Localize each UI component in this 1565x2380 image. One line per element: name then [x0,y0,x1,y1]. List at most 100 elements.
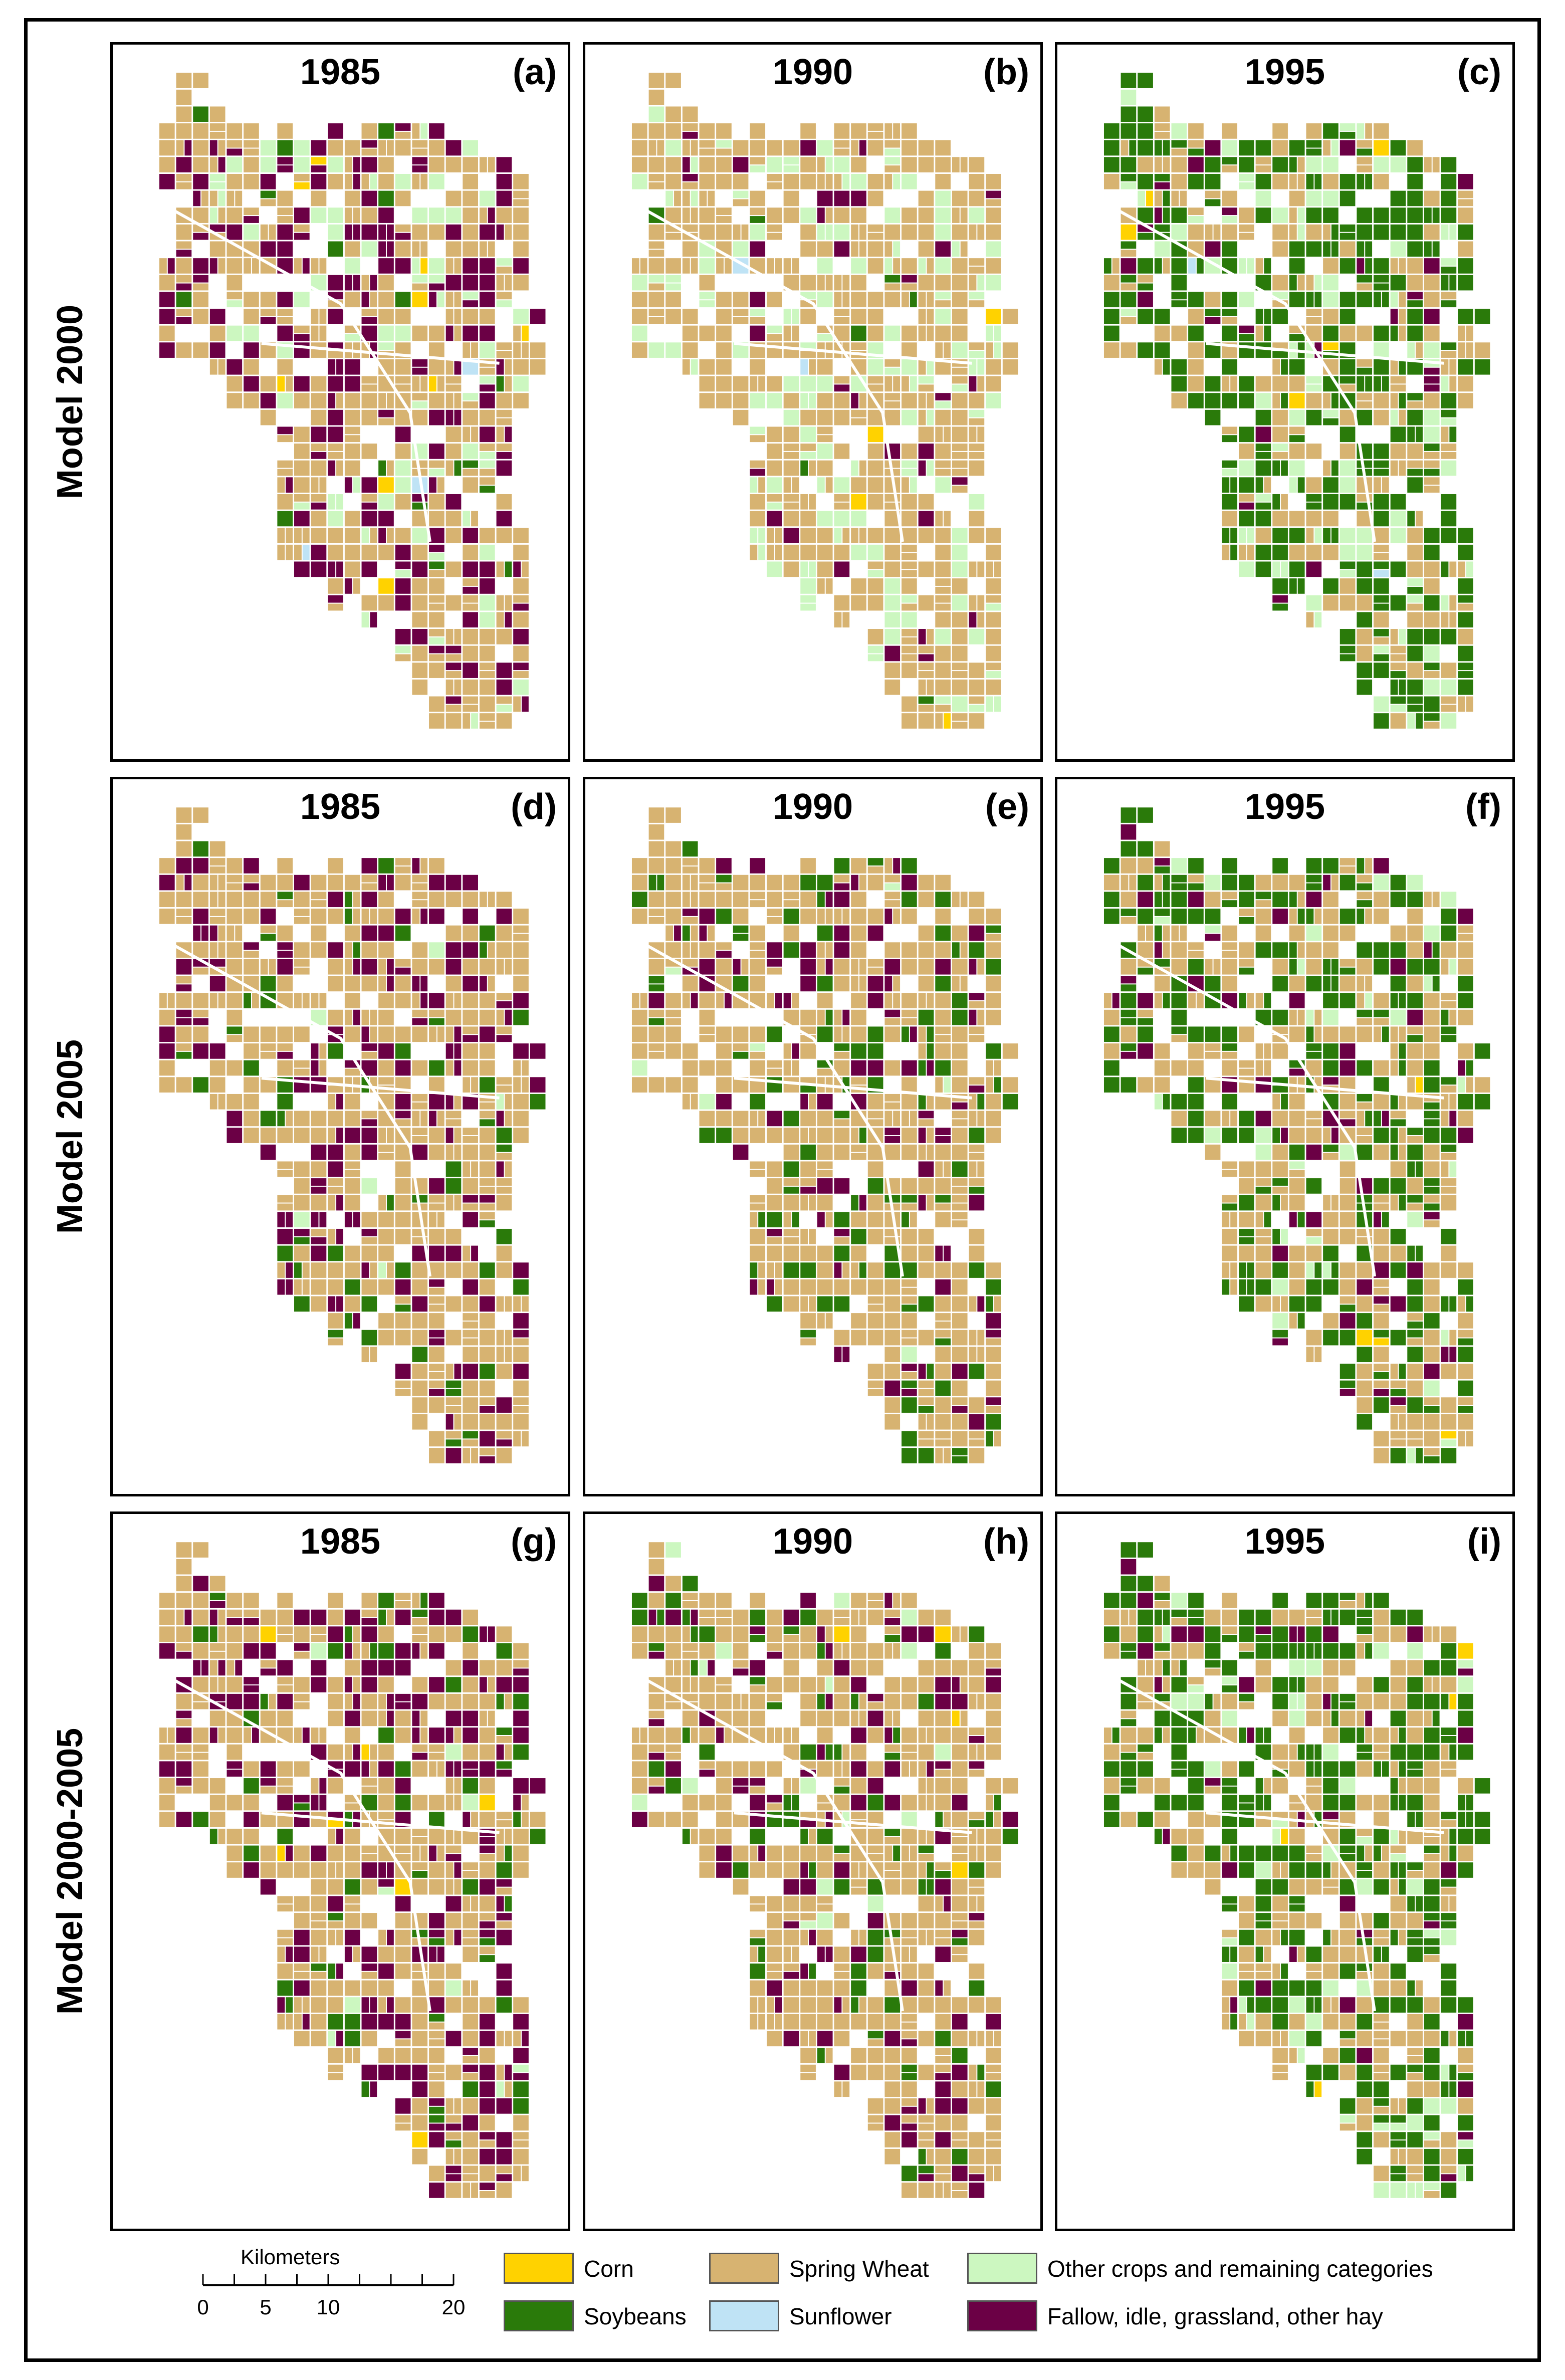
field-spring-wheat [244,1828,259,1844]
field-spring-wheat [361,2031,377,2047]
field-soybeans [1399,679,1406,695]
field-fallow [277,1660,293,1676]
field-spring-wheat [665,73,681,88]
field-spring-wheat [227,1845,243,1861]
field-other-crops [817,224,825,240]
field-fallow [294,1812,310,1827]
field-other-crops [378,1262,386,1278]
field-spring-wheat [344,174,352,189]
field-soybeans [1138,258,1153,274]
field-soybeans [902,1195,917,1203]
field-soybeans [750,1677,766,1685]
field-spring-wheat [867,1389,883,1396]
field-other-crops [1357,123,1365,139]
field-spring-wheat [445,511,462,527]
field-fallow [834,883,850,891]
field-spring-wheat [395,1296,411,1304]
field-spring-wheat [767,1237,782,1244]
field-other-crops [496,258,512,266]
field-spring-wheat [395,858,411,866]
field-spring-wheat [783,207,799,223]
field-soybeans [792,1212,799,1228]
field-spring-wheat [218,140,226,156]
field-spring-wheat [386,140,394,156]
field-spring-wheat [935,1313,951,1321]
field-spring-wheat [699,224,715,240]
field-soybeans [1154,224,1170,232]
field-spring-wheat [834,909,842,924]
field-fallow [783,1609,799,1625]
field-other-crops [884,629,901,644]
field-spring-wheat [716,1609,732,1617]
field-spring-wheat [454,1727,462,1743]
field-spring-wheat [935,409,951,425]
field-spring-wheat [1255,528,1271,543]
field-spring-wheat [884,1414,901,1430]
field-fallow [378,1879,394,1887]
field-spring-wheat [1382,477,1389,493]
field-spring-wheat [294,494,310,502]
field-other-crops [395,645,411,654]
field-fallow [277,1795,293,1811]
field-spring-wheat [783,1677,799,1692]
field-fallow [1205,934,1221,941]
field-spring-wheat [1441,663,1457,678]
field-spring-wheat [952,629,968,644]
field-spring-wheat [960,976,968,992]
field-spring-wheat [902,909,917,924]
field-fallow [1339,1389,1356,1396]
field-spring-wheat [311,393,327,408]
field-spring-wheat [445,1406,462,1413]
field-other-crops [733,241,749,257]
field-spring-wheat [378,959,386,975]
field-spring-wheat [260,309,276,316]
field-spring-wheat [969,460,985,476]
field-spring-wheat [1205,1043,1221,1051]
field-spring-wheat [800,1626,816,1642]
field-spring-wheat [792,993,799,1008]
field-spring-wheat [463,993,478,1008]
field-other-crops [513,2064,529,2072]
field-spring-wheat [395,875,411,891]
field-soybeans [429,1060,444,1076]
field-fallow [1357,1279,1373,1295]
field-spring-wheat [412,2098,428,2114]
field-spring-wheat [935,1397,951,1413]
field-spring-wheat [412,1879,428,1895]
field-spring-wheat [344,1144,360,1160]
field-spring-wheat [842,1026,850,1042]
field-spring-wheat [496,494,512,510]
field-spring-wheat [463,401,478,408]
field-fallow [902,275,917,283]
field-soybeans [1239,1195,1254,1211]
field-fallow [817,1094,833,1110]
field-fallow [286,1212,293,1228]
field-spring-wheat [513,1660,529,1668]
field-soybeans [1339,629,1356,644]
field-other-crops [1314,528,1322,543]
field-spring-wheat [344,1845,360,1861]
map-panel-h: 1990 (h) [583,1511,1043,2231]
field-other-crops [1306,925,1322,941]
field-spring-wheat [344,1195,360,1211]
field-fallow [361,1946,377,1963]
field-spring-wheat [513,1414,529,1430]
field-soybeans [328,1913,343,1920]
field-spring-wheat [918,1144,926,1160]
field-spring-wheat [1374,1245,1389,1261]
field-spring-wheat [454,2098,462,2114]
field-other-crops [1407,1448,1415,1463]
field-soybeans [1390,942,1406,958]
field-spring-wheat [969,696,985,704]
field-fallow [286,477,293,493]
field-spring-wheat [227,1593,243,1608]
field-fallow [767,1651,782,1659]
field-spring-wheat [665,1018,681,1025]
field-spring-wheat [935,1178,951,1194]
field-spring-wheat [767,917,782,924]
field-spring-wheat [986,1727,1001,1743]
field-spring-wheat [344,544,360,560]
field-spring-wheat [361,1854,377,1861]
field-spring-wheat [412,2148,428,2165]
field-other-crops [328,207,343,223]
